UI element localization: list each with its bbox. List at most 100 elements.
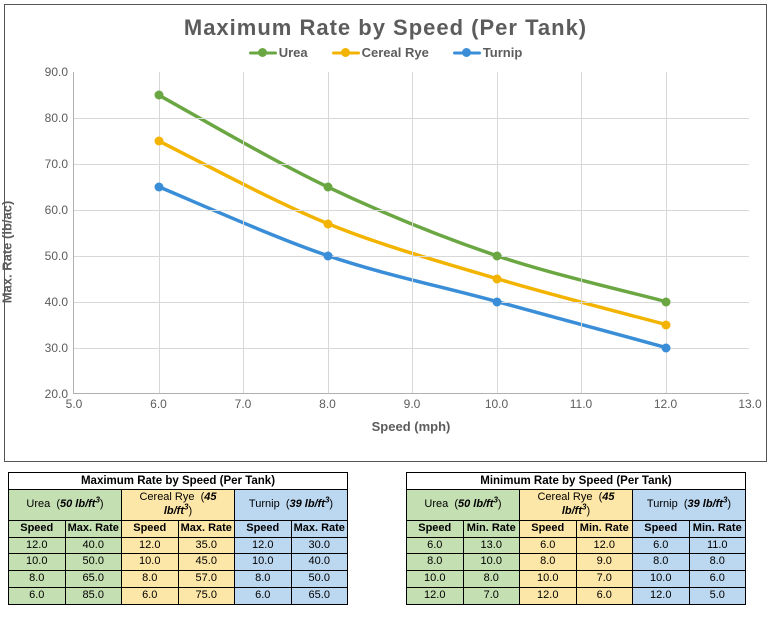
table-cell: 13.0 — [463, 537, 520, 554]
material-header: Turnip (39 lb/ft3) — [235, 490, 348, 521]
table-max: Maximum Rate by Speed (Per Tank)Urea (50… — [8, 472, 348, 605]
table-cell: 12.0 — [407, 587, 464, 604]
table-cell: 8.0 — [463, 571, 520, 588]
column-header: Max. Rate — [291, 520, 348, 537]
legend-swatch — [249, 46, 277, 60]
y-tick: 40.0 — [45, 295, 74, 309]
x-axis-label: Speed (mph) — [73, 419, 749, 434]
table-cell: 10.0 — [463, 554, 520, 571]
series-point — [154, 137, 163, 146]
table-cell: 40.0 — [291, 554, 348, 571]
table-cell: 50.0 — [291, 571, 348, 588]
table-cell: 6.0 — [520, 537, 577, 554]
table-cell: 10.0 — [235, 554, 292, 571]
series-point — [492, 252, 501, 261]
plot-wrap: Max. Rate (lb/ac) 20.030.040.050.060.070… — [13, 66, 759, 438]
x-tick: 13.0 — [738, 393, 761, 411]
series-point — [661, 298, 670, 307]
table-cell: 57.0 — [178, 571, 235, 588]
series-point — [661, 321, 670, 330]
material-header: Urea (50 lb/ft3) — [407, 490, 520, 521]
column-header: Max. Rate — [178, 520, 235, 537]
series-point — [154, 183, 163, 192]
y-tick: 70.0 — [45, 157, 74, 171]
column-header: Speed — [520, 520, 577, 537]
series-point — [154, 91, 163, 100]
table-cell: 7.0 — [463, 587, 520, 604]
column-header: Max. Rate — [65, 520, 122, 537]
table-cell: 10.0 — [407, 571, 464, 588]
table-cell: 12.0 — [520, 587, 577, 604]
table-cell: 6.0 — [633, 537, 690, 554]
column-header: Speed — [235, 520, 292, 537]
table-cell: 12.0 — [633, 587, 690, 604]
legend-item: Urea — [249, 45, 308, 60]
table-cell: 8.0 — [407, 554, 464, 571]
x-tick: 8.0 — [319, 393, 336, 411]
table-cell: 11.0 — [689, 537, 746, 554]
column-header: Min. Rate — [463, 520, 520, 537]
table-cell: 10.0 — [633, 571, 690, 588]
table-cell: 6.0 — [576, 587, 633, 604]
table-title: Maximum Rate by Speed (Per Tank) — [9, 473, 348, 490]
table-cell: 45.0 — [178, 554, 235, 571]
table-cell: 6.0 — [407, 537, 464, 554]
column-header: Speed — [122, 520, 179, 537]
x-tick: 11.0 — [570, 393, 592, 411]
chart-legend: Urea Cereal Rye Turnip — [13, 45, 758, 60]
table-cell: 8.0 — [122, 571, 179, 588]
gridline-v — [497, 72, 498, 393]
table-cell: 7.0 — [576, 571, 633, 588]
table-cell: 9.0 — [576, 554, 633, 571]
x-tick: 10.0 — [485, 393, 508, 411]
table-cell: 85.0 — [65, 587, 122, 604]
gridline-v — [243, 72, 244, 393]
table-cell: 30.0 — [291, 537, 348, 554]
gridline-v — [328, 72, 329, 393]
table-cell: 12.0 — [9, 537, 66, 554]
table-cell: 40.0 — [65, 537, 122, 554]
y-axis-label: Max. Rate (lb/ac) — [0, 201, 15, 304]
table-cell: 10.0 — [520, 571, 577, 588]
table-cell: 35.0 — [178, 537, 235, 554]
table-cell: 8.0 — [235, 571, 292, 588]
material-header: Urea (50 lb/ft3) — [9, 490, 122, 521]
chart-panel: Maximum Rate by Speed (Per Tank) Urea Cer… — [4, 4, 767, 462]
table-cell: 65.0 — [65, 571, 122, 588]
x-tick: 9.0 — [404, 393, 421, 411]
table-cell: 6.0 — [689, 571, 746, 588]
table-title: Minimum Rate by Speed (Per Tank) — [407, 473, 746, 490]
table-cell: 12.0 — [122, 537, 179, 554]
table-cell: 12.0 — [576, 537, 633, 554]
rate-table: Minimum Rate by Speed (Per Tank)Urea (50… — [406, 472, 746, 605]
series-point — [492, 298, 501, 307]
legend-label: Cereal Rye — [362, 45, 429, 60]
table-cell: 5.0 — [689, 587, 746, 604]
column-header: Speed — [407, 520, 464, 537]
y-tick: 60.0 — [45, 203, 74, 217]
table-cell: 50.0 — [65, 554, 122, 571]
y-tick: 80.0 — [45, 111, 74, 125]
material-header: Turnip (39 lb/ft3) — [633, 490, 746, 521]
table-cell: 75.0 — [178, 587, 235, 604]
legend-label: Turnip — [483, 45, 522, 60]
chart-title: Maximum Rate by Speed (Per Tank) — [13, 15, 758, 41]
table-cell: 6.0 — [122, 587, 179, 604]
series-point — [323, 252, 332, 261]
y-tick: 90.0 — [45, 65, 74, 79]
series-point — [661, 344, 670, 353]
tables-row: Maximum Rate by Speed (Per Tank)Urea (50… — [0, 466, 775, 613]
material-header: Cereal Rye (45 lb/ft3) — [520, 490, 633, 521]
table-cell: 6.0 — [9, 587, 66, 604]
column-header: Min. Rate — [576, 520, 633, 537]
legend-swatch — [453, 46, 481, 60]
table-cell: 8.0 — [633, 554, 690, 571]
table-cell: 8.0 — [9, 571, 66, 588]
table-cell: 65.0 — [291, 587, 348, 604]
legend-item: Cereal Rye — [332, 45, 429, 60]
gridline-v — [581, 72, 582, 393]
x-tick: 12.0 — [654, 393, 677, 411]
x-tick: 7.0 — [235, 393, 252, 411]
material-header: Cereal Rye (45 lb/ft3) — [122, 490, 235, 521]
column-header: Speed — [9, 520, 66, 537]
